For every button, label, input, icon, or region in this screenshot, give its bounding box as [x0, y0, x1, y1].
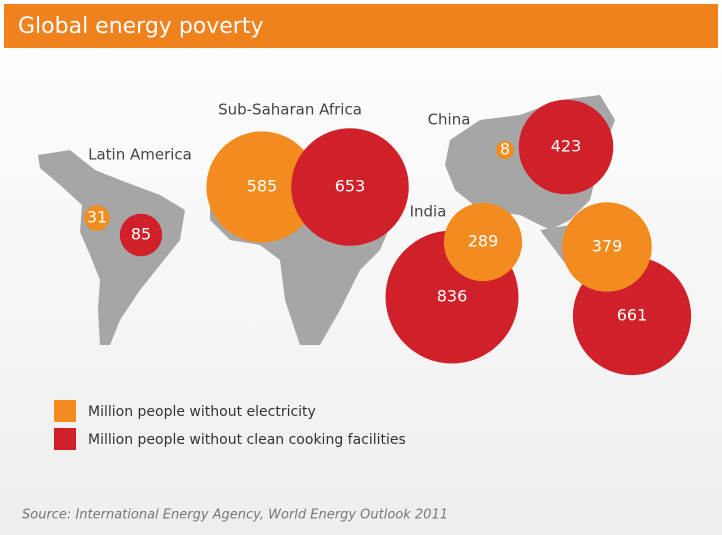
bubble	[291, 128, 409, 246]
chart-title: Global energy poverty	[18, 14, 264, 39]
bubble	[119, 213, 163, 257]
bubble	[496, 141, 514, 159]
legend-swatch	[54, 400, 76, 422]
data-label: 661	[617, 306, 648, 325]
data-label: 423	[551, 137, 582, 156]
data-label: 836	[437, 287, 468, 306]
region-label: Sub-Saharan Africa	[218, 101, 362, 119]
region-label: Latin America	[88, 146, 192, 164]
data-label: 289	[468, 232, 499, 251]
source-note: Source: International Energy Agency, Wor…	[22, 508, 448, 523]
bubble	[562, 202, 652, 292]
data-label: 85	[131, 225, 151, 244]
bubble	[84, 205, 110, 231]
legend-swatch	[54, 428, 76, 450]
data-label: 379	[592, 237, 623, 256]
region-label: India	[410, 203, 447, 221]
header-bar	[4, 4, 718, 48]
legend-label: Million people without electricity	[88, 404, 316, 420]
bubble	[206, 131, 318, 243]
data-label: 8	[500, 140, 510, 159]
region-label: China	[428, 111, 471, 129]
legend-label: Million people without clean cooking fac…	[88, 432, 406, 448]
bubble	[443, 202, 523, 282]
bubble	[518, 99, 614, 195]
data-label: 653	[335, 177, 366, 196]
data-label: 31	[87, 208, 107, 227]
data-label: 585	[247, 177, 278, 196]
